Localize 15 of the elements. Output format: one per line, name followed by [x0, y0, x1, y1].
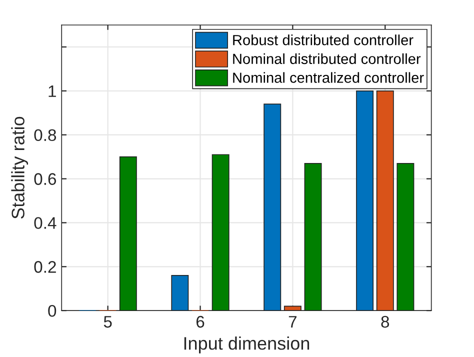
- y-tick-label: 0: [48, 304, 56, 317]
- legend-label: Robust distributed controller: [233, 34, 414, 46]
- y-axis-title: Stability ratio: [11, 116, 28, 219]
- legend-label: Nominal distributed controller: [233, 53, 421, 64]
- y-tick-label: 0.8: [34, 129, 56, 142]
- legend-label: Nominal centralized controller: [233, 72, 424, 83]
- x-axis-title: Input dimension: [184, 336, 310, 354]
- x-tick-label: 8: [381, 316, 390, 328]
- x-tick-label: 5: [104, 316, 112, 328]
- x-tick-label: 7: [288, 316, 296, 328]
- y-tick-label: 1: [48, 85, 56, 97]
- x-tick-label: 6: [196, 316, 204, 328]
- y-tick-label: 0.6: [34, 173, 56, 185]
- y-tick-label: 0.4: [34, 217, 56, 229]
- y-tick-label: 0.2: [34, 261, 56, 273]
